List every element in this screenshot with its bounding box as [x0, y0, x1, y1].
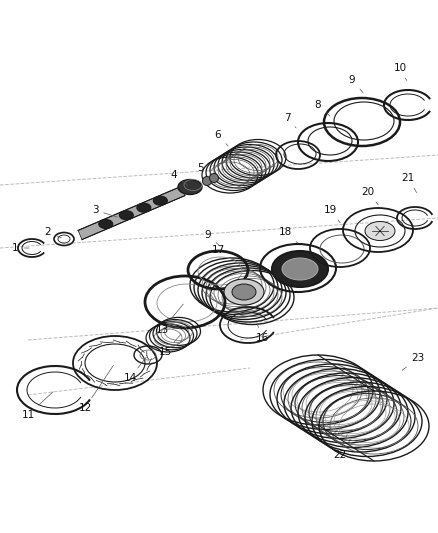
Circle shape: [202, 176, 212, 185]
Text: 2: 2: [45, 227, 61, 238]
Text: 22: 22: [333, 434, 347, 460]
Text: 6: 6: [215, 130, 228, 146]
Text: 17: 17: [212, 245, 236, 261]
Ellipse shape: [137, 203, 151, 212]
Text: 11: 11: [21, 392, 53, 420]
Text: 10: 10: [393, 63, 407, 80]
Text: 14: 14: [124, 357, 146, 383]
Text: 15: 15: [159, 334, 181, 357]
Text: 18: 18: [279, 227, 298, 243]
Text: 7: 7: [284, 113, 296, 128]
Text: 20: 20: [361, 187, 378, 205]
Ellipse shape: [282, 258, 318, 280]
Text: 9: 9: [349, 75, 363, 93]
Text: 21: 21: [401, 173, 417, 192]
Text: 23: 23: [402, 353, 424, 370]
Text: 5: 5: [197, 163, 209, 177]
Text: 9: 9: [205, 230, 220, 246]
Ellipse shape: [153, 196, 167, 205]
Ellipse shape: [119, 211, 133, 220]
Text: 13: 13: [155, 304, 183, 335]
Text: 8: 8: [314, 100, 330, 116]
Circle shape: [209, 174, 219, 182]
Text: 3: 3: [92, 205, 117, 217]
Text: 4: 4: [171, 170, 188, 185]
Text: 1: 1: [12, 243, 29, 253]
Ellipse shape: [232, 284, 256, 300]
Ellipse shape: [99, 220, 113, 229]
Polygon shape: [78, 187, 185, 240]
Text: 19: 19: [323, 205, 340, 223]
Ellipse shape: [178, 180, 202, 195]
Ellipse shape: [224, 279, 264, 305]
Ellipse shape: [272, 251, 328, 287]
Text: 12: 12: [78, 365, 113, 413]
Text: 16: 16: [255, 322, 268, 343]
Ellipse shape: [365, 222, 395, 240]
